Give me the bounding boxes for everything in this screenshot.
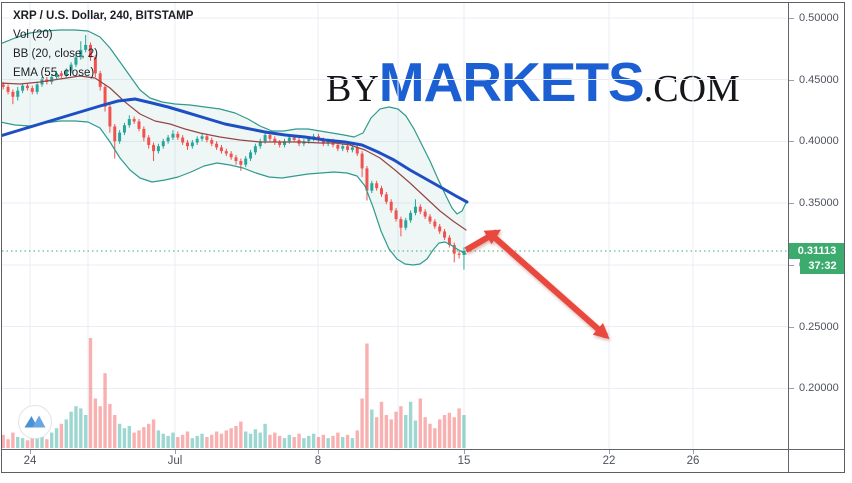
- axis-tick: [789, 141, 794, 143]
- time-axis-label: 15: [457, 455, 471, 467]
- axis-tick: [789, 326, 794, 328]
- price-axis-label: 0.40000: [789, 133, 845, 149]
- watermark: BY MARKETS .COM: [326, 50, 740, 114]
- bar-countdown-badge: 37:32: [800, 259, 845, 274]
- price-axis-label: 0.35000: [789, 195, 845, 211]
- brand-logo: [18, 405, 52, 439]
- axis-tick: [789, 79, 794, 81]
- axis-tick: [30, 450, 31, 454]
- time-axis-label: 26: [686, 455, 700, 467]
- watermark-prefix: BY: [326, 68, 379, 110]
- time-axis-label: 24: [23, 455, 37, 467]
- plot-area[interactable]: [0, 3, 788, 449]
- price-axis[interactable]: 0.500000.450000.400000.350000.300000.250…: [788, 3, 845, 449]
- axis-tick: [789, 264, 794, 266]
- axis-tick: [789, 17, 794, 19]
- symbol-title[interactable]: XRP / U.S. Dollar, 240, BITSTAMP: [13, 10, 194, 22]
- time-axis-label: 22: [602, 455, 616, 467]
- logo-circle: [18, 405, 52, 439]
- price-axis-label: 0.45000: [789, 72, 845, 88]
- price-axis-label: 0.25000: [789, 319, 845, 335]
- ema-line: [2, 97, 469, 204]
- axis-tick: [175, 450, 176, 454]
- axis-tick: [693, 450, 694, 454]
- bollinger-basis-line: [2, 75, 467, 231]
- axis-corner: [788, 450, 845, 473]
- watermark-suffix: .COM: [643, 68, 740, 110]
- legend-indicator-volume[interactable]: Vol (20): [13, 29, 53, 41]
- watermark-brand: MARKETS: [378, 51, 645, 113]
- time-axis-label: Jul: [167, 455, 183, 467]
- axis-tick: [789, 203, 794, 204]
- chart-legend: XRP / U.S. Dollar, 240, BITSTAMP Vol (20…: [13, 7, 193, 83]
- price-axis-label: 0.50000: [789, 10, 845, 26]
- axis-tick: [318, 450, 319, 454]
- legend-indicator-ema[interactable]: EMA (55, close): [13, 67, 95, 79]
- axis-tick: [789, 388, 794, 390]
- last-price-badge: 0.31113: [789, 243, 845, 259]
- axis-tick: [609, 450, 610, 454]
- bollinger-band-fill: [2, 30, 466, 265]
- bollinger-upper-line: [2, 29, 467, 215]
- legend-indicator-bollinger[interactable]: BB (20, close, 2): [13, 48, 99, 60]
- bollinger-lower-line: [2, 120, 467, 266]
- time-axis-label: 8: [314, 455, 322, 467]
- price-axis-label: 0.20000: [789, 380, 845, 396]
- axis-tick: [464, 450, 465, 454]
- forecast-arrow: [464, 229, 610, 340]
- volume-layer: [2, 338, 466, 448]
- time-axis[interactable]: 24 Jul 8 15 22 26: [2, 449, 845, 473]
- mountain-icon: [32, 415, 46, 428]
